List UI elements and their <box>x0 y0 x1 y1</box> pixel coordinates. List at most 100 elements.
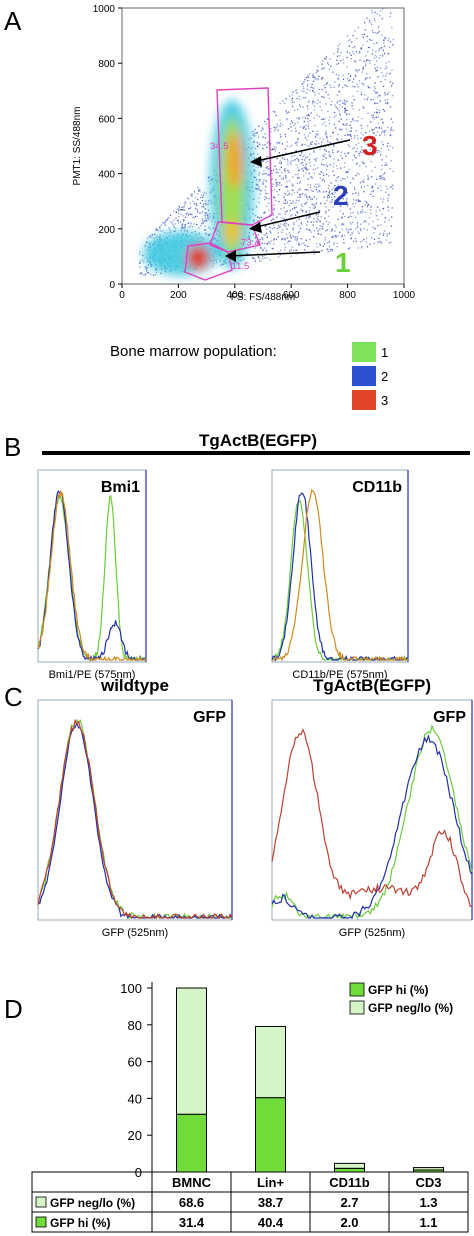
scatter-point <box>371 170 373 172</box>
scatter-point <box>254 235 256 238</box>
scatter-point <box>374 19 376 22</box>
scatter-point <box>175 227 177 229</box>
scatter-point <box>339 205 342 207</box>
histogram-x-label: CD11b/PE (575nm) <box>292 669 387 681</box>
scatter-point <box>322 154 324 156</box>
scatter-point <box>328 185 330 187</box>
scatter-point <box>355 240 357 242</box>
scatter-point <box>153 237 155 239</box>
scatter-point <box>355 150 357 153</box>
scatter-plot: 34.573.411.5 0 200 400 600 800 10000200400600… <box>72 4 416 303</box>
scatter-point <box>372 190 374 192</box>
scatter-point <box>337 184 340 186</box>
scatter-point <box>155 274 157 276</box>
scatter-point <box>347 80 350 82</box>
scatter-legend: Bone marrow population: 123 <box>110 342 388 410</box>
scatter-point <box>277 251 279 253</box>
scatter-point <box>325 150 327 152</box>
scatter-point <box>302 106 304 108</box>
scatter-point <box>349 234 352 236</box>
scatter-point <box>371 237 373 239</box>
scatter-point <box>331 249 333 251</box>
scatter-point <box>351 102 353 104</box>
scatter-point <box>208 176 210 178</box>
scatter-point <box>328 192 330 194</box>
scatter-point <box>279 119 281 121</box>
scatter-point <box>379 151 381 153</box>
scatter-point <box>327 248 329 251</box>
scatter-point <box>358 199 360 202</box>
scatter-point <box>364 186 366 188</box>
scatter-point <box>294 159 296 161</box>
scatter-point <box>282 238 284 240</box>
scatter-point <box>286 180 288 183</box>
scatter-point <box>355 144 357 146</box>
scatter-point <box>300 208 302 211</box>
scatter-point <box>263 173 266 175</box>
scatter-point <box>382 49 384 51</box>
scatter-point <box>254 128 257 130</box>
scatter-point <box>370 144 372 147</box>
arrow-label-1: 1 <box>335 247 351 278</box>
scatter-point <box>305 239 307 241</box>
scatter-point <box>377 241 379 243</box>
scatter-point <box>164 223 166 225</box>
scatter-point <box>196 204 198 207</box>
scatter-point <box>368 223 370 225</box>
scatter-point <box>320 78 323 80</box>
scatter-point <box>349 124 351 126</box>
scatter-point <box>376 151 378 154</box>
scatter-point <box>289 209 291 212</box>
scatter-point <box>250 137 252 139</box>
scatter-point <box>184 201 186 203</box>
scatter-point <box>380 154 382 156</box>
scatter-point <box>320 109 323 112</box>
scatter-point <box>346 51 348 53</box>
scatter-point <box>354 135 356 137</box>
scatter-point <box>301 162 303 164</box>
scatter-point <box>382 208 385 210</box>
scatter-point <box>315 140 318 142</box>
scatter-point <box>290 130 293 132</box>
scatter-point <box>207 234 209 236</box>
histogram-series-2 <box>37 718 233 920</box>
scatter-point <box>307 113 310 116</box>
scatter-point <box>308 216 310 219</box>
scatter-point <box>313 217 315 220</box>
scatter-point <box>357 211 359 213</box>
scatter-point <box>190 194 192 196</box>
scatter-point <box>334 199 336 201</box>
scatter-point <box>197 186 199 189</box>
scatter-point <box>294 122 296 125</box>
scatter-point <box>388 61 390 63</box>
scatter-point <box>304 244 307 247</box>
scatter-point <box>280 231 283 233</box>
scatter-point <box>207 200 209 202</box>
scatter-point <box>373 228 376 230</box>
scatter-point <box>299 182 301 184</box>
scatter-point <box>342 213 344 215</box>
scatter-point <box>326 135 328 137</box>
scatter-point <box>354 188 356 190</box>
scatter-point <box>350 129 352 132</box>
scatter-point <box>263 179 265 181</box>
scatter-point <box>186 212 189 214</box>
scatter-point <box>330 100 333 102</box>
scatter-point <box>276 171 278 173</box>
scatter-point <box>347 231 349 234</box>
scatter-point <box>387 200 389 202</box>
scatter-point <box>264 225 266 228</box>
scatter-point <box>308 196 310 198</box>
scatter-point <box>322 177 325 180</box>
scatter-point <box>328 119 330 121</box>
scatter-point <box>205 212 208 214</box>
scatter-point <box>357 116 359 118</box>
scatter-point <box>288 180 291 182</box>
scatter-point <box>323 174 325 176</box>
scatter-point <box>370 115 373 117</box>
scatter-point <box>344 203 346 205</box>
scatter-point <box>341 228 343 231</box>
scatter-point <box>345 171 347 173</box>
scatter-point <box>325 125 327 127</box>
scatter-point <box>321 68 323 70</box>
